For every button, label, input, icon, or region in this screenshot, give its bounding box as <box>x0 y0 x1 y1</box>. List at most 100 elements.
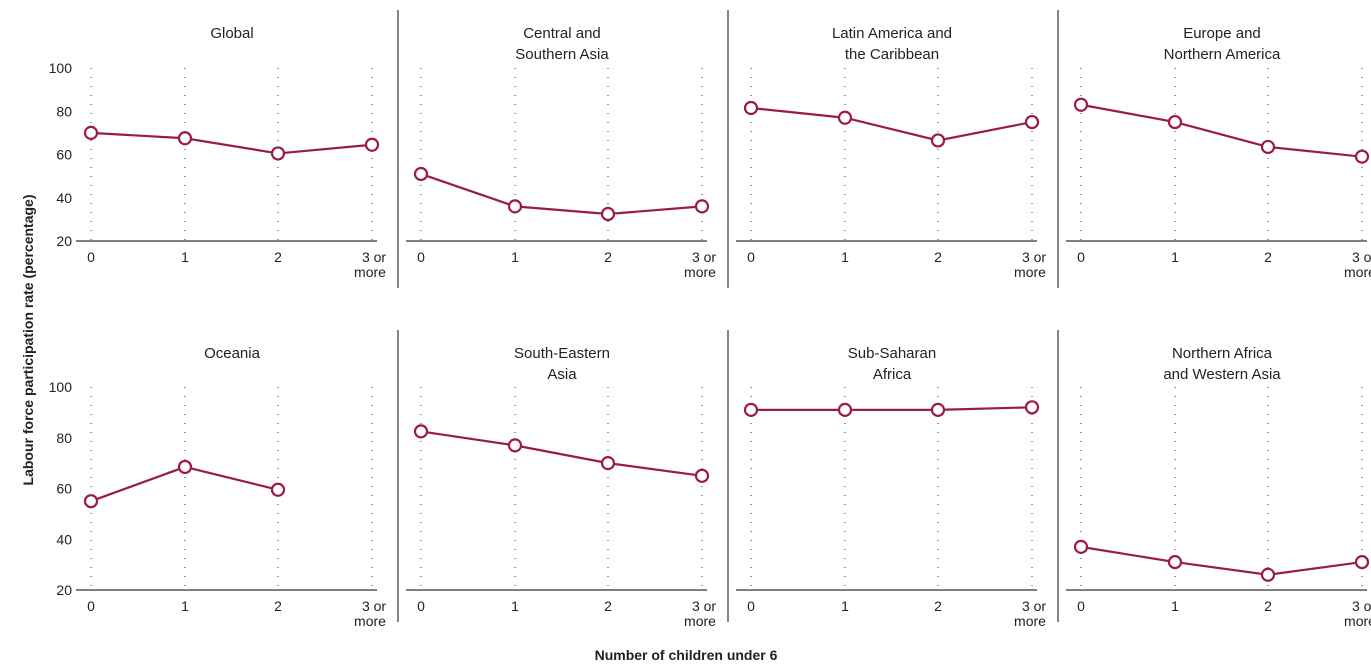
x-tick-label: more <box>684 613 716 629</box>
y-tick-label: 60 <box>56 481 72 497</box>
panel-title: and Western Asia <box>1163 366 1281 383</box>
series-line <box>420 430 703 477</box>
panel-title: South-Eastern <box>514 345 610 362</box>
x-tick-label: 3 or <box>692 598 716 614</box>
x-tick-label: 3 or <box>1352 598 1371 614</box>
panel-title: Global <box>210 25 253 42</box>
x-tick-label: 3 or <box>1022 249 1046 265</box>
panel-title: Oceania <box>204 345 261 362</box>
data-point <box>1024 400 1040 415</box>
data-point <box>694 468 710 483</box>
x-tick-label: 1 <box>511 249 519 265</box>
data-point <box>743 402 759 417</box>
x-tick-label: 2 <box>604 598 612 614</box>
data-point <box>600 456 616 471</box>
x-tick-label: 1 <box>181 598 189 614</box>
x-tick-label: 2 <box>934 249 942 265</box>
y-tick-label: 80 <box>56 103 72 119</box>
data-point <box>1260 567 1276 582</box>
x-tick-label: 2 <box>274 598 282 614</box>
data-point <box>83 125 99 140</box>
data-point <box>600 206 616 222</box>
panel-title: Asia <box>547 366 577 383</box>
data-point <box>413 424 429 439</box>
x-tick-label: 1 <box>511 598 519 614</box>
x-tick-label: 0 <box>747 249 755 265</box>
x-tick-label: 0 <box>87 249 95 265</box>
data-point <box>1073 97 1089 112</box>
panel-title: Europe and <box>1183 25 1261 42</box>
x-tick-label: 3 or <box>362 598 386 614</box>
x-tick-label: more <box>354 264 386 280</box>
data-point <box>1167 114 1183 130</box>
x-tick-label: more <box>1344 613 1371 629</box>
x-tick-label: 0 <box>1077 598 1085 614</box>
data-point <box>177 131 193 146</box>
panel-title: Central and <box>523 25 601 42</box>
panel-title: Africa <box>873 366 912 383</box>
x-tick-label: more <box>684 264 716 280</box>
y-tick-label: 100 <box>49 60 73 76</box>
series-line <box>750 106 1033 142</box>
x-tick-label: 1 <box>841 598 849 614</box>
panel-8: Northern Africa and Western Asia 0 1 2 3 ormo… <box>1057 330 1371 629</box>
panel-3: Latin America and the Caribbean 0 1 2 3 ormor… <box>727 10 1046 288</box>
data-point <box>270 146 286 161</box>
x-tick-label: 1 <box>1171 598 1179 614</box>
data-point <box>930 133 946 148</box>
x-tick-label: 3 or <box>692 249 716 265</box>
x-tick-label: 3 or <box>1352 249 1371 265</box>
x-tick-label: 2 <box>1264 598 1272 614</box>
y-tick-label: 60 <box>56 147 72 163</box>
x-tick-label: more <box>1014 264 1046 280</box>
data-point <box>413 166 429 182</box>
panel-title: Northern Africa <box>1172 345 1273 362</box>
x-tick-label: 3 or <box>362 249 386 265</box>
data-point <box>83 494 99 509</box>
x-tick-label: 0 <box>417 598 425 614</box>
x-tick-label: 0 <box>747 598 755 614</box>
series-line <box>420 172 703 216</box>
data-point <box>743 100 759 116</box>
data-point <box>1073 539 1089 554</box>
data-point <box>837 110 853 125</box>
data-point <box>1354 554 1370 570</box>
x-tick-label: more <box>1014 613 1046 629</box>
y-tick-label: 20 <box>56 582 72 598</box>
data-point <box>1354 149 1370 164</box>
x-tick-label: 3 or <box>1022 598 1046 614</box>
data-point <box>837 402 853 417</box>
x-tick-label: 0 <box>1077 249 1085 265</box>
data-point <box>1260 139 1276 155</box>
data-point <box>1167 554 1183 570</box>
panel-title: the Caribbean <box>845 46 939 63</box>
data-point <box>694 199 710 214</box>
panel-title: Latin America and <box>832 25 952 42</box>
y-tick-label: 80 <box>56 430 72 446</box>
x-tick-label: 0 <box>417 249 425 265</box>
x-tick-label: 1 <box>841 249 849 265</box>
x-tick-label: more <box>354 613 386 629</box>
y-tick-label: 100 <box>49 379 73 395</box>
series-line <box>751 406 1033 411</box>
series-line <box>1080 545 1363 576</box>
data-point <box>1024 114 1040 130</box>
y-axis-label: Labour force participation rate (percent… <box>20 195 36 486</box>
panel-title: Northern America <box>1164 46 1281 63</box>
x-tick-label: 2 <box>934 598 942 614</box>
x-tick-label: more <box>1344 264 1371 280</box>
data-point <box>364 137 380 152</box>
y-tick-label: 20 <box>56 233 72 249</box>
data-point <box>507 199 523 214</box>
data-point <box>270 482 286 497</box>
x-axis-label: Number of children under 6 <box>595 647 778 663</box>
x-tick-label: 1 <box>181 249 189 265</box>
y-tick-label: 40 <box>56 190 72 206</box>
